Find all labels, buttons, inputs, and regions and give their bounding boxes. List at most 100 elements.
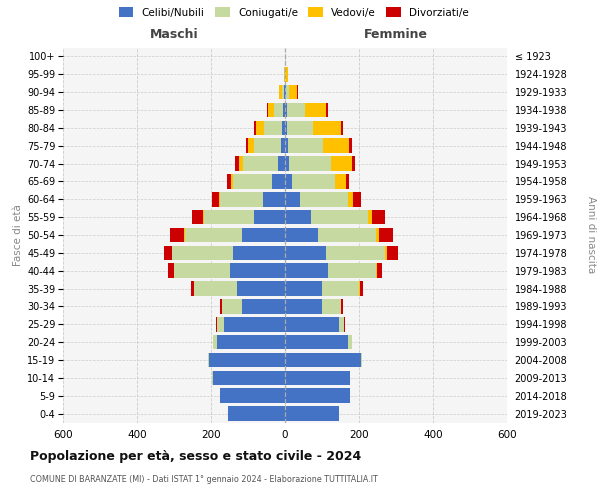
Text: Maschi: Maschi — [149, 28, 199, 41]
Bar — [285, 67, 286, 82]
Bar — [220, 192, 263, 206]
Bar — [285, 370, 350, 385]
Bar — [285, 406, 338, 421]
Bar — [338, 317, 344, 332]
Bar — [267, 102, 268, 118]
Bar — [232, 174, 233, 188]
Bar — [285, 246, 326, 260]
Bar — [319, 228, 376, 242]
Bar — [285, 335, 348, 349]
Bar — [289, 85, 297, 100]
Bar — [287, 102, 305, 118]
Bar — [220, 299, 222, 314]
Text: COMUNE DI BARANZATE (MI) - Dati ISTAT 1° gennaio 2024 - Elaborazione TUTTITALIA.: COMUNE DI BARANZATE (MI) - Dati ISTAT 1°… — [30, 475, 378, 484]
Bar — [331, 156, 352, 171]
Y-axis label: Anni di nascita: Anni di nascita — [586, 196, 596, 274]
Bar — [217, 335, 285, 349]
Bar — [212, 192, 219, 206]
Bar — [285, 299, 322, 314]
Bar — [285, 174, 292, 188]
Bar — [348, 335, 352, 349]
Bar — [256, 120, 263, 135]
Bar — [292, 174, 335, 188]
Bar — [194, 281, 237, 296]
Bar — [368, 210, 372, 224]
Bar — [283, 102, 285, 118]
Bar — [222, 299, 242, 314]
Bar — [230, 264, 285, 278]
Bar — [272, 174, 285, 188]
Bar — [285, 138, 288, 153]
Bar — [213, 370, 285, 385]
Bar — [328, 264, 376, 278]
Bar — [289, 156, 331, 171]
Bar — [284, 67, 285, 82]
Bar — [172, 246, 233, 260]
Bar — [220, 388, 285, 403]
Bar — [285, 120, 287, 135]
Bar — [285, 85, 286, 100]
Bar — [242, 228, 285, 242]
Bar — [285, 210, 311, 224]
Bar — [170, 228, 184, 242]
Bar — [281, 138, 285, 153]
Bar — [224, 317, 285, 332]
Bar — [387, 246, 398, 260]
Bar — [280, 85, 283, 100]
Bar — [285, 156, 289, 171]
Bar — [285, 281, 322, 296]
Bar — [285, 388, 350, 403]
Bar — [282, 120, 285, 135]
Bar — [287, 120, 313, 135]
Bar — [288, 138, 323, 153]
Bar — [233, 246, 285, 260]
Bar — [286, 85, 289, 100]
Bar — [353, 192, 361, 206]
Bar — [263, 120, 282, 135]
Bar — [192, 210, 203, 224]
Bar — [376, 264, 377, 278]
Y-axis label: Fasce di età: Fasce di età — [13, 204, 23, 266]
Bar — [311, 210, 368, 224]
Bar — [322, 299, 341, 314]
Bar — [164, 246, 172, 260]
Bar — [279, 85, 280, 100]
Bar — [174, 264, 230, 278]
Bar — [278, 156, 285, 171]
Bar — [359, 281, 360, 296]
Bar — [246, 138, 248, 153]
Bar — [335, 174, 346, 188]
Bar — [346, 174, 349, 188]
Bar — [219, 192, 220, 206]
Bar — [242, 299, 285, 314]
Bar — [341, 120, 343, 135]
Bar — [349, 138, 352, 153]
Bar — [285, 192, 300, 206]
Bar — [212, 370, 213, 385]
Bar — [254, 120, 256, 135]
Bar — [348, 192, 353, 206]
Bar — [313, 120, 341, 135]
Bar — [286, 67, 287, 82]
Bar — [372, 210, 385, 224]
Bar — [360, 281, 364, 296]
Bar — [274, 102, 283, 118]
Bar — [361, 352, 362, 368]
Bar — [191, 281, 194, 296]
Bar — [323, 138, 349, 153]
Bar — [254, 138, 281, 153]
Bar — [263, 192, 285, 206]
Bar — [305, 102, 326, 118]
Bar — [285, 228, 319, 242]
Bar — [248, 138, 254, 153]
Bar — [227, 406, 285, 421]
Bar — [352, 156, 355, 171]
Bar — [209, 352, 285, 368]
Bar — [217, 317, 224, 332]
Bar — [341, 299, 343, 314]
Bar — [237, 281, 285, 296]
Bar — [322, 281, 359, 296]
Bar — [285, 264, 328, 278]
Bar — [344, 317, 345, 332]
Bar — [300, 192, 348, 206]
